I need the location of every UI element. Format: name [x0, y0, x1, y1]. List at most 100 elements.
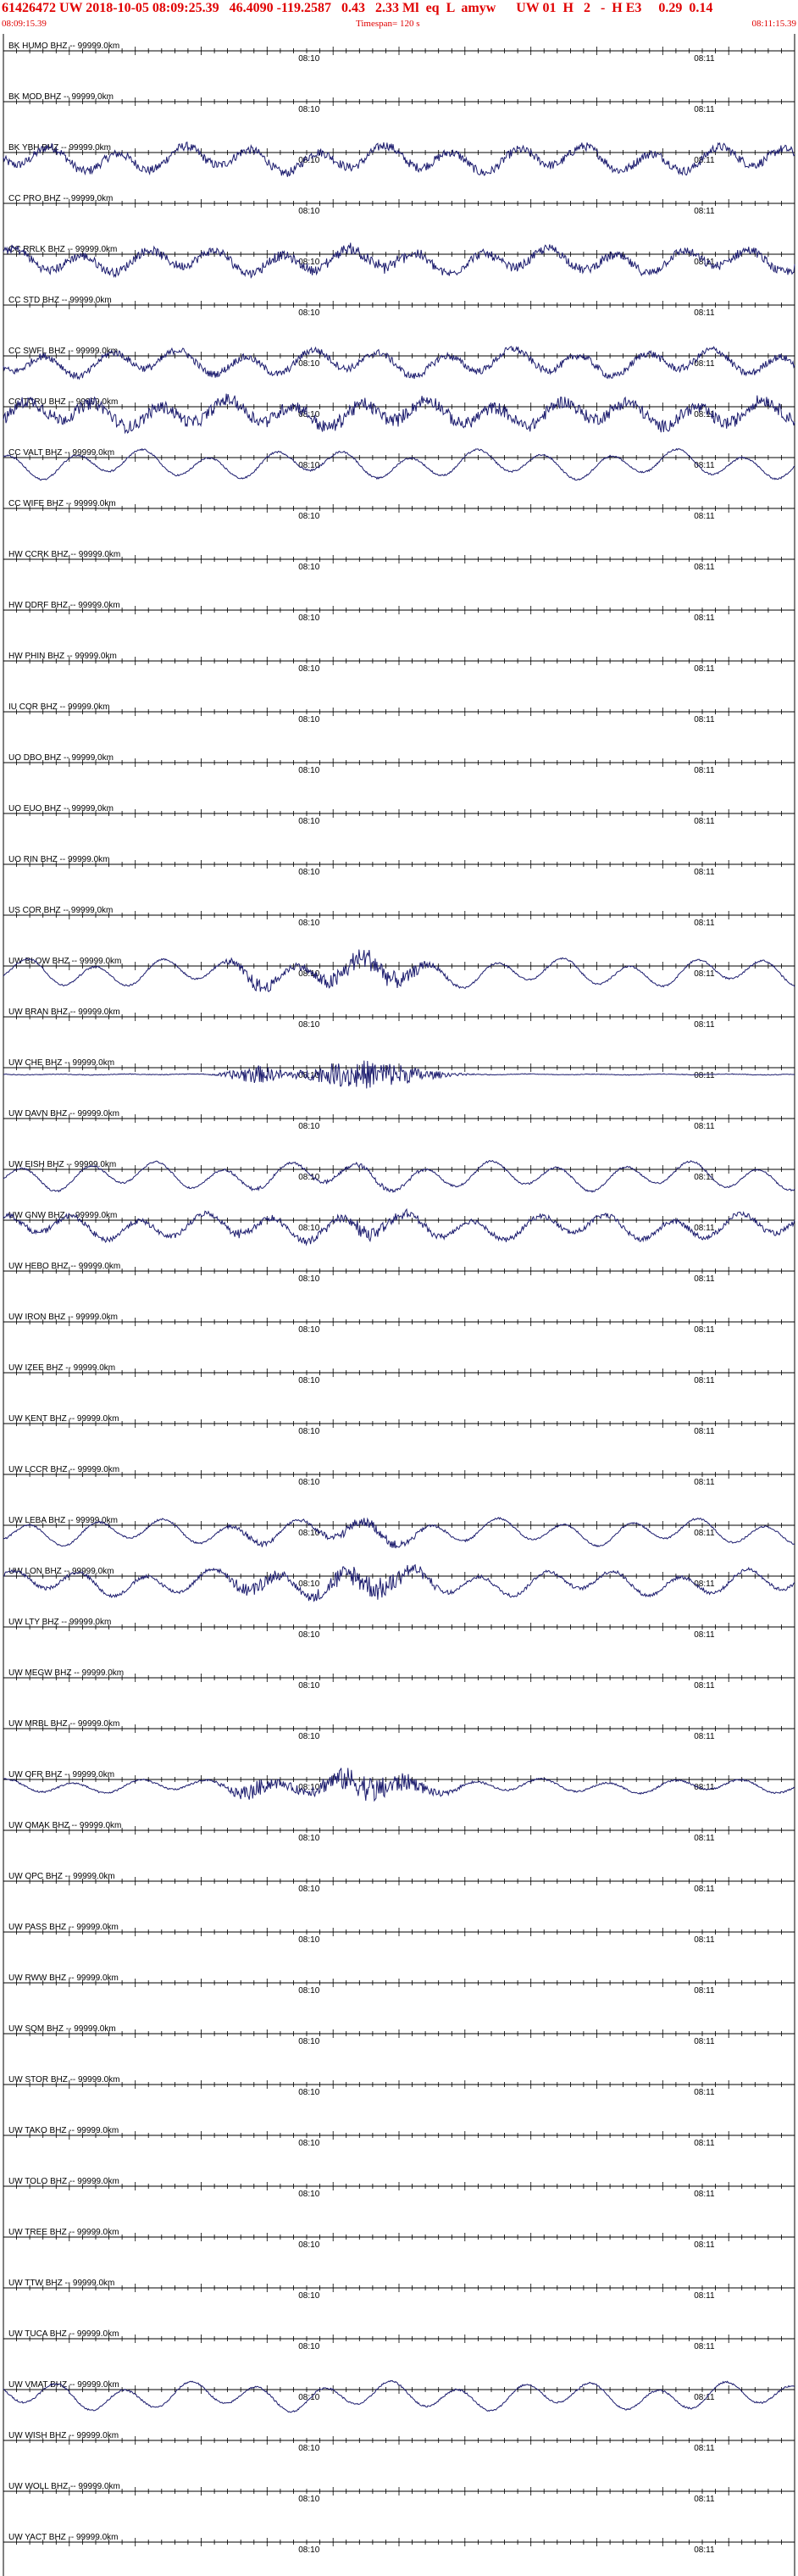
- time-tick-label: 08:11: [694, 2139, 715, 2148]
- channel-label: UW SQM BHZ -- 99999.0km: [8, 2024, 116, 2034]
- seismic-trace: [3, 142, 795, 177]
- time-tick-label: 08:10: [298, 868, 319, 877]
- time-tick-label: 08:10: [298, 1579, 319, 1589]
- time-tick-label: 08:10: [298, 105, 319, 114]
- end-time: 08:11:15.39: [751, 19, 796, 29]
- channel-label: CC PRO BHZ -- 99999.0km: [8, 194, 113, 203]
- seismic-trace: [3, 447, 795, 481]
- time-tick-label: 08:10: [298, 2190, 319, 2199]
- channel-label: HW CCRK BHZ -- 99999.0km: [8, 550, 120, 559]
- time-tick-label: 08:10: [298, 1274, 319, 1284]
- time-tick-label: 08:11: [694, 1732, 715, 1741]
- trace-tick-marks: [3, 860, 795, 869]
- channel-label: CC VALT BHZ -- 99999.0km: [8, 448, 114, 458]
- channel-label: CC TCRU BHZ -- 99999.0km: [8, 397, 118, 407]
- trace-tick-marks: [3, 1724, 795, 1733]
- time-tick-label: 08:11: [694, 1579, 715, 1589]
- channel-label: HW DDRF BHZ -- 99999.0km: [8, 601, 120, 610]
- channel-label: UW TOLO BHZ -- 99999.0km: [8, 2177, 119, 2186]
- channel-label: UW MRBL BHZ -- 99999.0km: [8, 1719, 119, 1729]
- time-tick-label: 08:10: [298, 2291, 319, 2301]
- time-tick-label: 08:10: [298, 1325, 319, 1335]
- time-tick-label: 08:10: [298, 258, 319, 267]
- time-tick-label: 08:10: [298, 2545, 319, 2555]
- time-tick-label: 08:10: [298, 1732, 319, 1741]
- time-tick-label: 08:11: [694, 2342, 715, 2351]
- channel-label: CC SWFL BHZ -- 99999.0km: [8, 347, 118, 356]
- time-tick-label: 08:10: [298, 308, 319, 318]
- channel-label: UW TUCA BHZ -- 99999.0km: [8, 2329, 119, 2339]
- channel-label: IU COR BHZ -- 99999.0km: [8, 702, 109, 712]
- trace-tick-marks: [3, 2182, 795, 2190]
- time-tick-label: 08:10: [298, 410, 319, 419]
- channel-label: BK MOD BHZ -- 99999.0km: [8, 92, 114, 102]
- trace-tick-marks: [3, 1623, 795, 1631]
- channel-label: UO EUO BHZ -- 99999.0km: [8, 804, 114, 813]
- trace-tick-marks: [3, 962, 795, 970]
- time-tick-label: 08:10: [298, 1376, 319, 1385]
- time-tick-label: 08:11: [694, 105, 715, 114]
- channel-label: UW WOLL BHZ -- 99999.0km: [8, 2482, 120, 2491]
- trace-tick-marks: [3, 1318, 795, 1326]
- time-tick-label: 08:11: [694, 919, 715, 928]
- time-tick-label: 08:11: [694, 868, 715, 877]
- time-tick-label: 08:11: [694, 461, 715, 470]
- time-tick-label: 08:11: [694, 1478, 715, 1487]
- time-tick-label: 08:11: [694, 1834, 715, 1843]
- time-tick-label: 08:11: [694, 2444, 715, 2453]
- time-tick-label: 08:10: [298, 1071, 319, 1080]
- trace-tick-marks: [3, 2385, 795, 2394]
- trace-tick-marks: [3, 47, 795, 55]
- channel-label: UW IZEE BHZ -- 99999.0km: [8, 1363, 115, 1373]
- channel-label: CC WIFE BHZ -- 99999.0km: [8, 499, 116, 508]
- channel-label: UW EISH BHZ -- 99999.0km: [8, 1160, 116, 1169]
- trace-tick-marks: [3, 97, 795, 106]
- trace-tick-marks: [3, 2436, 795, 2445]
- channel-label: UW BLOW BHZ -- 99999.0km: [8, 957, 121, 966]
- trace-tick-marks: [3, 1013, 795, 1021]
- trace-tick-marks: [3, 911, 795, 919]
- trace-tick-marks: [3, 1114, 795, 1123]
- trace-tick-marks: [3, 250, 795, 258]
- trace-tick-marks: [3, 2538, 795, 2546]
- seismic-trace: [3, 1768, 795, 1802]
- time-tick-label: 08:10: [298, 1529, 319, 1538]
- time-tick-label: 08:11: [694, 2495, 715, 2504]
- time-tick-label: 08:11: [694, 2291, 715, 2301]
- trace-tick-marks: [3, 2131, 795, 2140]
- time-tick-label: 08:11: [694, 1020, 715, 1030]
- channel-label: UW OMAK BHZ -- 99999.0km: [8, 1821, 121, 1830]
- time-tick-label: 08:11: [694, 207, 715, 216]
- channel-label: UW WISH BHZ -- 99999.0km: [8, 2431, 119, 2440]
- channel-label: UW TTW BHZ -- 99999.0km: [8, 2279, 114, 2288]
- channel-label: UW IRON BHZ -- 99999.0km: [8, 1313, 118, 1322]
- time-tick-label: 08:11: [694, 1224, 715, 1233]
- channel-label: UW OPC BHZ -- 99999.0km: [8, 1872, 115, 1881]
- time-tick-label: 08:10: [298, 664, 319, 674]
- time-tick-label: 08:10: [298, 1783, 319, 1792]
- time-tick-label: 08:11: [694, 1783, 715, 1792]
- time-tick-label: 08:10: [298, 613, 319, 623]
- time-tick-label: 08:11: [694, 766, 715, 775]
- time-tick-label: 08:11: [694, 1071, 715, 1080]
- channel-label: UW LEBA BHZ -- 99999.0km: [8, 1516, 118, 1525]
- time-tick-label: 08:10: [298, 1122, 319, 1131]
- trace-tick-marks: [3, 199, 795, 208]
- time-tick-label: 08:11: [694, 664, 715, 674]
- trace-tick-marks: [3, 1419, 795, 1428]
- time-tick-label: 08:10: [298, 969, 319, 979]
- channel-label: UW OFR BHZ -- 99999.0km: [8, 1770, 114, 1779]
- channel-label: UW GNW BHZ -- 99999.0km: [8, 1211, 117, 1220]
- trace-tick-marks: [3, 2080, 795, 2089]
- channel-label: UO RIN BHZ -- 99999.0km: [8, 855, 109, 864]
- channel-label: BK YBH BHZ -- 99999.0km: [8, 143, 111, 153]
- trace-tick-marks: [3, 1267, 795, 1275]
- channel-label: UW HEBO BHZ -- 99999.0km: [8, 1262, 120, 1271]
- time-tick-label: 08:11: [694, 2240, 715, 2250]
- time-tick-label: 08:10: [298, 1427, 319, 1436]
- trace-tick-marks: [3, 1674, 795, 1682]
- time-tick-label: 08:10: [298, 2444, 319, 2453]
- trace-tick-marks: [3, 453, 795, 462]
- time-tick-label: 08:11: [694, 1325, 715, 1335]
- time-tick-label: 08:11: [694, 817, 715, 826]
